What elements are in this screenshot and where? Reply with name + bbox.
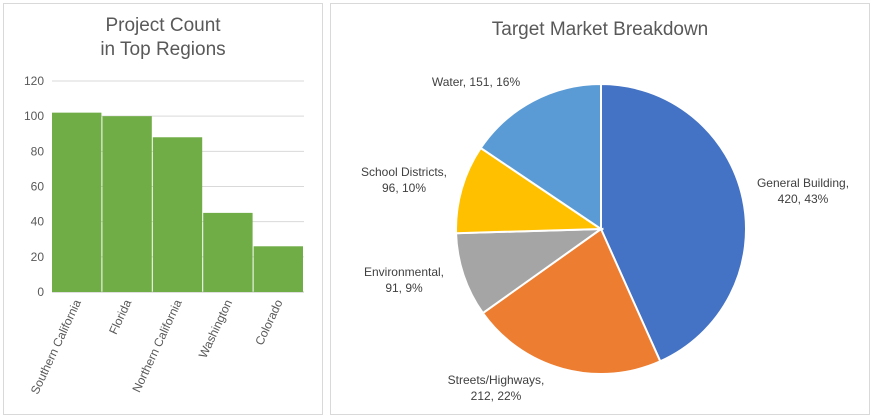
y-tick-label: 40 bbox=[31, 215, 45, 229]
y-tick-label: 120 bbox=[24, 74, 44, 88]
bar-chart-title: Project Count in Top Regions bbox=[4, 14, 322, 62]
x-category-label: Southern California bbox=[28, 297, 84, 396]
pie-slice bbox=[455, 227, 605, 315]
bar bbox=[253, 246, 303, 292]
pie-data-label: General Building, 420, 43% bbox=[757, 176, 849, 206]
y-tick-label: 20 bbox=[31, 250, 45, 264]
pie-data-label: School Districts, 96, 10% bbox=[361, 165, 447, 195]
pie-data-label: Streets/Highways, 212, 22% bbox=[448, 373, 545, 403]
bar bbox=[203, 212, 253, 292]
pie-chart-panel: Target Market Breakdown General Building… bbox=[330, 3, 870, 415]
pie-data-label: Water, 151, 16% bbox=[432, 75, 521, 89]
x-category-label: Northern California bbox=[129, 297, 184, 394]
pie-data-label: Environmental, 91, 9% bbox=[364, 265, 444, 295]
y-tick-label: 60 bbox=[31, 180, 45, 194]
x-category-label: Colorado bbox=[252, 297, 285, 347]
pie-chart-title: Target Market Breakdown bbox=[491, 19, 709, 40]
pie-slice bbox=[481, 227, 662, 375]
x-category-label: Florida bbox=[106, 297, 134, 336]
x-category-label: Washington bbox=[196, 297, 235, 360]
pie-slice bbox=[600, 82, 747, 363]
pie-slice bbox=[479, 82, 602, 231]
pie-chart-plot: General Building, 420, 43% Streets/Highway… bbox=[361, 75, 849, 403]
pie-slice bbox=[455, 146, 605, 235]
y-tick-label: 100 bbox=[24, 109, 44, 123]
bar bbox=[52, 112, 102, 293]
y-tick-label: 80 bbox=[31, 144, 45, 158]
bar-chart-panel: Project Count in Top Regions 0 20 40 60 80 10… bbox=[3, 3, 323, 415]
bar-chart-plot: 0 20 40 60 80 100 120 Southern California Florid… bbox=[24, 74, 304, 396]
y-tick-label: 0 bbox=[37, 285, 44, 299]
bar-chart-title-line-2: in Top Regions bbox=[100, 39, 226, 60]
bar bbox=[152, 137, 203, 292]
bar bbox=[102, 116, 152, 293]
bar-chart-title-line-1: Project Count bbox=[105, 15, 221, 36]
